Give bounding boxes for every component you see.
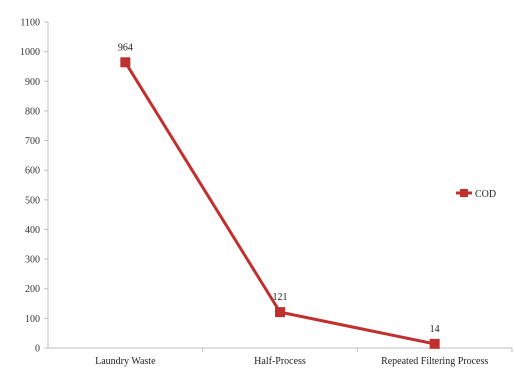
y-tick-label: 0	[35, 344, 40, 355]
data-label: 14	[430, 324, 440, 335]
y-tick-label: 800	[25, 106, 40, 117]
y-tick-label: 1100	[20, 18, 40, 29]
y-tick-label: 900	[25, 77, 40, 88]
data-label: 964	[118, 42, 133, 53]
x-category-label: Laundry Waste	[95, 356, 156, 367]
y-tick-label: 600	[25, 166, 40, 177]
data-label: 121	[273, 292, 288, 303]
y-tick-label: 400	[25, 225, 40, 236]
x-axis-categories: Laundry Waste Half-Process Repeated Filter…	[95, 348, 513, 367]
y-tick-label: 100	[25, 314, 40, 325]
x-category-label: Repeated Filtering Process	[381, 356, 488, 367]
data-point-marker	[120, 57, 131, 68]
y-axis-ticks: 0 100 200 300 400 500 600 700 800 900 1000 1100	[20, 18, 48, 355]
legend-label-cod: COD	[475, 189, 496, 200]
legend: COD	[456, 189, 496, 200]
y-tick-label: 300	[25, 255, 40, 266]
series-cod: 964 121 14	[118, 42, 440, 349]
x-category-label: Half-Process	[254, 356, 306, 367]
y-tick-label: 200	[25, 284, 40, 295]
legend-marker	[460, 189, 468, 197]
data-point-marker	[275, 307, 285, 318]
y-tick-label: 1000	[20, 47, 40, 58]
y-tick-label: 700	[25, 136, 40, 147]
y-tick-label: 500	[25, 195, 40, 206]
data-point-marker	[429, 338, 440, 349]
